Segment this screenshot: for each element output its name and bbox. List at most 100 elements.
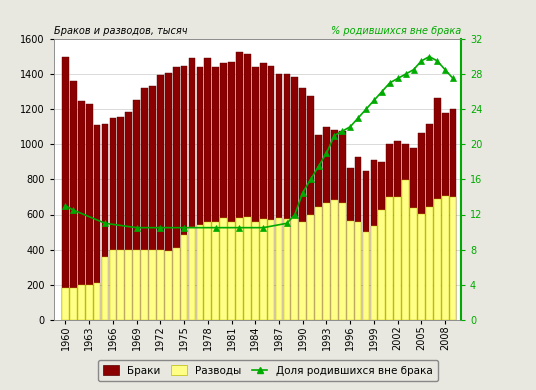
- Bar: [442, 197, 449, 320]
- Доля родившихся вне брака: [339, 129, 346, 133]
- Bar: [62, 288, 69, 320]
- Bar: [212, 222, 219, 320]
- Bar: [410, 148, 417, 320]
- Bar: [94, 125, 100, 320]
- Доля родившихся вне брака: [386, 81, 393, 85]
- Legend: Браки, Разводы, Доля родившихся вне брака: Браки, Разводы, Доля родившихся вне брак…: [98, 360, 438, 381]
- Bar: [189, 227, 196, 320]
- Bar: [109, 250, 116, 320]
- Доля родившихся вне брака: [418, 58, 425, 63]
- Bar: [220, 218, 227, 320]
- Bar: [363, 232, 369, 320]
- Bar: [292, 218, 298, 320]
- Доля родившихся вне брака: [181, 225, 187, 230]
- Bar: [370, 227, 377, 320]
- Доля родившихся вне брака: [260, 225, 266, 230]
- Доля родившихся вне брака: [292, 212, 298, 217]
- Доля родившихся вне брака: [378, 89, 385, 94]
- Bar: [197, 225, 203, 320]
- Bar: [70, 81, 77, 320]
- Bar: [268, 220, 274, 320]
- Bar: [117, 117, 124, 320]
- Доля родившихся вне брака: [331, 133, 338, 138]
- Доля родившихся вне брака: [450, 76, 456, 81]
- Доля родившихся вне брака: [394, 76, 401, 81]
- Bar: [355, 157, 361, 320]
- Bar: [402, 180, 409, 320]
- Text: Браков и разводов, тысяч: Браков и разводов, тысяч: [54, 26, 187, 36]
- Line: Доля родившихся вне брака: Доля родившихся вне брака: [63, 54, 456, 230]
- Bar: [347, 168, 354, 320]
- Bar: [410, 208, 417, 320]
- Bar: [244, 218, 251, 320]
- Bar: [386, 197, 393, 320]
- Bar: [94, 283, 100, 320]
- Доля родившихся вне брака: [410, 67, 416, 72]
- Bar: [78, 101, 85, 320]
- Bar: [86, 285, 93, 320]
- Bar: [141, 88, 148, 320]
- Bar: [331, 200, 338, 320]
- Доля родившихся вне брака: [315, 164, 322, 168]
- Bar: [339, 203, 346, 320]
- Bar: [418, 214, 425, 320]
- Bar: [347, 221, 354, 320]
- Bar: [244, 54, 251, 320]
- Bar: [339, 131, 346, 320]
- Bar: [307, 215, 314, 320]
- Bar: [149, 250, 156, 320]
- Bar: [355, 222, 361, 320]
- Доля родившихся вне брака: [62, 204, 69, 208]
- Bar: [149, 87, 156, 320]
- Bar: [394, 197, 401, 320]
- Bar: [70, 287, 77, 320]
- Доля родившихся вне брака: [442, 67, 448, 72]
- Bar: [323, 127, 330, 320]
- Bar: [315, 135, 322, 320]
- Bar: [141, 250, 148, 320]
- Bar: [117, 250, 124, 320]
- Доля родившихся вне брака: [355, 116, 361, 121]
- Доля родившихся вне брака: [371, 98, 377, 103]
- Bar: [300, 88, 306, 320]
- Bar: [236, 218, 243, 320]
- Bar: [173, 248, 180, 320]
- Bar: [228, 62, 235, 320]
- Bar: [133, 250, 140, 320]
- Bar: [276, 74, 282, 320]
- Bar: [363, 171, 369, 320]
- Доля родившихся вне брака: [236, 225, 243, 230]
- Bar: [284, 74, 291, 320]
- Bar: [378, 162, 385, 320]
- Доля родившихся вне брака: [300, 190, 306, 195]
- Bar: [173, 67, 180, 320]
- Bar: [204, 222, 211, 320]
- Bar: [133, 100, 140, 320]
- Bar: [402, 144, 409, 320]
- Bar: [442, 113, 449, 320]
- Bar: [426, 207, 433, 320]
- Доля родившихся вне брака: [323, 151, 330, 156]
- Bar: [260, 219, 266, 320]
- Text: % родившихся вне брака: % родившихся вне брака: [331, 26, 461, 36]
- Доля родившихся вне брака: [347, 124, 353, 129]
- Доля родившихся вне брака: [363, 107, 369, 112]
- Bar: [181, 235, 188, 320]
- Bar: [300, 222, 306, 320]
- Bar: [418, 133, 425, 320]
- Bar: [86, 104, 93, 320]
- Bar: [125, 250, 132, 320]
- Bar: [331, 130, 338, 320]
- Bar: [109, 118, 116, 320]
- Bar: [236, 52, 243, 320]
- Bar: [189, 58, 196, 320]
- Bar: [370, 160, 377, 320]
- Bar: [450, 197, 457, 320]
- Bar: [228, 222, 235, 320]
- Bar: [252, 67, 259, 320]
- Bar: [252, 222, 259, 320]
- Bar: [394, 141, 401, 320]
- Bar: [426, 124, 433, 320]
- Bar: [268, 66, 274, 320]
- Bar: [434, 98, 441, 320]
